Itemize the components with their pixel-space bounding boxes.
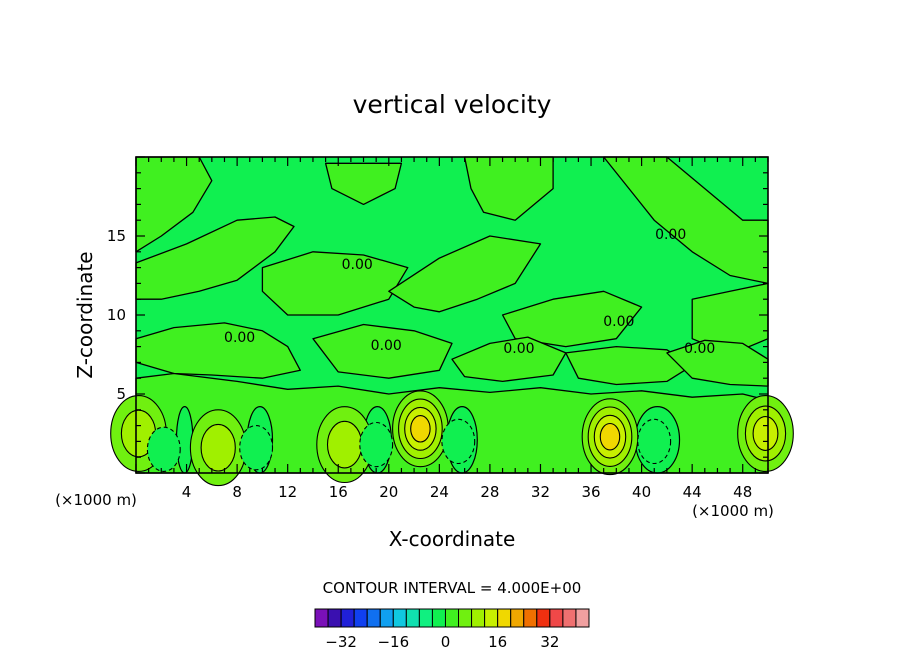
- contour-label-2: 0.00: [371, 338, 402, 354]
- colorbar-tick-labels: −32 −16 0 16 32: [325, 633, 559, 651]
- x-tick-label-40: 40: [632, 483, 651, 501]
- x-tick-label-4: 4: [182, 483, 192, 501]
- colorbar-tick-label-3: 16: [488, 633, 507, 651]
- contour-cell-2-level-2: [200, 423, 236, 472]
- contour-label-6: 0.00: [684, 341, 715, 357]
- x-tick-label-12: 12: [278, 483, 297, 501]
- contour-interval-label: CONTOUR INTERVAL = 4.000E+00: [323, 579, 582, 597]
- colorbar-box-8: [418, 608, 433, 628]
- colorbar-box-12: [471, 608, 486, 628]
- colorbar-box-13: [484, 608, 499, 628]
- contour-region-9: [135, 322, 301, 379]
- x-tick-label-36: 36: [581, 483, 600, 501]
- colorbar-box-5: [379, 608, 394, 628]
- x-tick-label-28: 28: [480, 483, 499, 501]
- colorbar-box-0: [314, 608, 329, 628]
- colorbar-box-20: [575, 608, 590, 628]
- contour-cell-4-level-3: [752, 416, 779, 451]
- y-tick-label-10: 10: [107, 306, 126, 324]
- contour-region-5: [388, 235, 542, 313]
- colorbar-box-18: [549, 608, 564, 628]
- colorbar-box-4: [366, 608, 381, 628]
- colorbar-box-15: [510, 608, 525, 628]
- colorbar-box-6: [392, 608, 407, 628]
- colorbar-tick-label-2: 0: [441, 633, 451, 651]
- contour-label-1: 0.00: [224, 330, 255, 346]
- x-axis-ticks: 4 8 12 16 20 24 28 32 36 40 44 48: [135, 157, 769, 501]
- y-unit-label: (×1000 m): [692, 502, 774, 520]
- colorbar-box-7: [405, 608, 420, 628]
- colorbar-box-11: [458, 608, 473, 628]
- colorbar: [314, 608, 590, 628]
- y-tick-label-15: 15: [107, 227, 126, 245]
- chart-title: vertical velocity: [353, 90, 552, 119]
- x-tick-label-44: 44: [683, 483, 702, 501]
- contour-cell-3-level-2: [326, 420, 363, 469]
- contour-label-4: 0.00: [603, 314, 634, 330]
- contour-cell-0-level-4: [410, 415, 431, 443]
- contour-cell-7-level-1: [239, 425, 274, 471]
- colorbar-box-3: [353, 608, 368, 628]
- x-unit-label: (×1000 m): [55, 491, 137, 509]
- y-tick-label-5: 5: [116, 385, 126, 403]
- x-tick-label-24: 24: [430, 483, 449, 501]
- contour-cell-8-level-1: [359, 421, 394, 468]
- colorbar-tick-label-4: 32: [540, 633, 559, 651]
- contour-cell-6-level-1: [146, 426, 181, 472]
- colorbar-box-19: [562, 608, 577, 628]
- colorbar-tick-label-0: −32: [325, 633, 357, 651]
- y-axis-label: Z-coordinate: [73, 251, 97, 378]
- colorbar-box-17: [536, 608, 551, 628]
- colorbar-box-10: [444, 608, 460, 628]
- contour-label-3: 0.00: [503, 341, 534, 357]
- contour-region-10: [312, 323, 453, 379]
- contour-region-1: [135, 216, 295, 300]
- colorbar-box-14: [497, 608, 512, 628]
- y-axis-ticks: 5 10 15: [107, 156, 768, 474]
- colorbar-box-2: [340, 608, 355, 628]
- colorbar-tick-label-1: −16: [377, 633, 409, 651]
- plot-area: 0.00 0.00 0.00 0.00 0.00 0.00 0.00: [110, 156, 794, 487]
- contour-region-12: [565, 345, 693, 386]
- x-tick-label-20: 20: [379, 483, 398, 501]
- contour-cell-1-level-4: [599, 422, 621, 451]
- contour-region-11: [451, 336, 567, 383]
- contour-label-0: 0.00: [342, 257, 373, 273]
- contour-cell-10-level-1: [637, 418, 672, 465]
- colorbar-box-16: [523, 608, 538, 628]
- colorbar-box-9: [431, 608, 446, 628]
- contour-label-5: 0.00: [655, 227, 686, 243]
- x-tick-label-16: 16: [329, 483, 348, 501]
- x-axis-label: X-coordinate: [389, 527, 516, 551]
- x-tick-label-8: 8: [232, 483, 242, 501]
- x-tick-label-32: 32: [531, 483, 550, 501]
- x-tick-label-48: 48: [733, 483, 752, 501]
- contour-cell-9-level-1: [441, 418, 476, 465]
- colorbar-box-1: [327, 608, 342, 628]
- contour-region-4: [261, 251, 409, 316]
